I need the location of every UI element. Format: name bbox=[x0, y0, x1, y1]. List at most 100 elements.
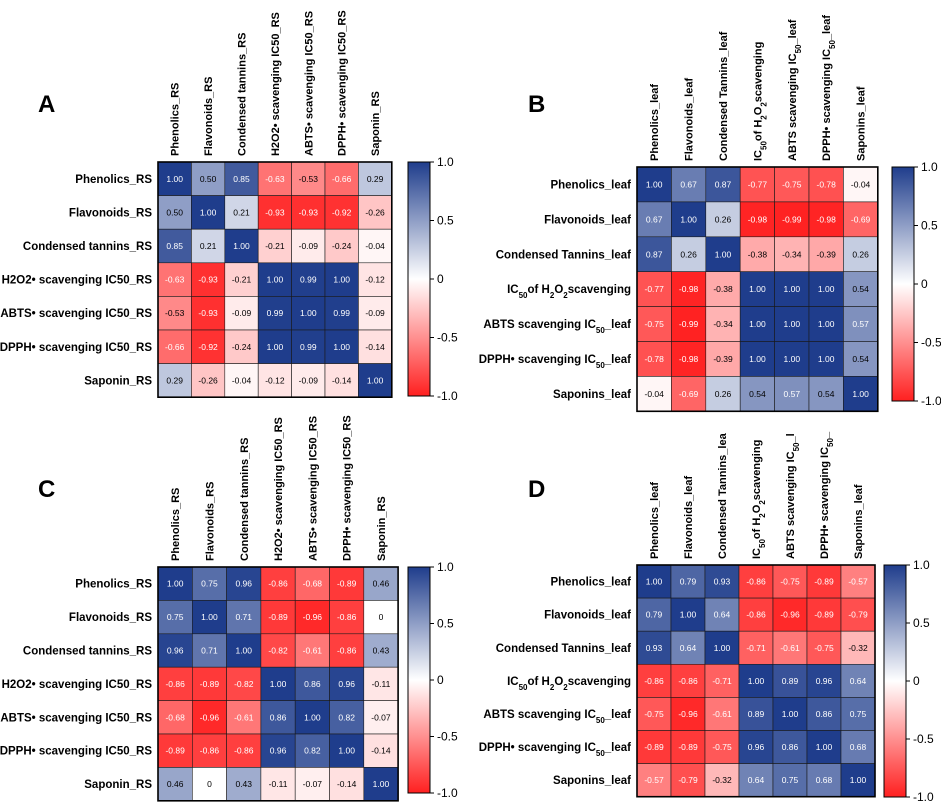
heatmap-cell bbox=[806, 564, 842, 599]
row-label: H2O2• scavenging IC50_RS bbox=[2, 679, 153, 691]
row-label: Phenolics_leaf bbox=[550, 179, 631, 191]
cell-value-label: 1.00 bbox=[818, 319, 835, 329]
heatmap-border bbox=[636, 564, 876, 798]
cell-value-label: 1.00 bbox=[373, 779, 390, 789]
cell-value-label: -0.04 bbox=[232, 375, 252, 385]
cell-value-label: -0.75 bbox=[644, 709, 664, 719]
cell-value-label: -0.14 bbox=[371, 746, 391, 756]
heatmap-cell bbox=[670, 763, 706, 797]
column-label: Flavonoids_RS bbox=[204, 482, 216, 561]
cell-value-label: 1.00 bbox=[784, 354, 801, 364]
cell-value-label: 0.26 bbox=[852, 249, 869, 259]
row-label: Flavonoids_leaf bbox=[544, 610, 631, 622]
cell-value-label: -0.63 bbox=[165, 275, 185, 285]
row-label: Condensed tannins_RS bbox=[23, 241, 152, 253]
cell-value-label: 0.86 bbox=[270, 712, 287, 722]
cell-value-label: 0.64 bbox=[680, 643, 697, 653]
heatmap-cell bbox=[363, 633, 399, 668]
column-label: Phenolics_leaf bbox=[649, 84, 661, 161]
heatmap-cell bbox=[157, 329, 192, 364]
heatmap-cell bbox=[772, 697, 808, 731]
cell-value-label: -0.77 bbox=[748, 179, 768, 189]
row-label: ABTS• scavenging IC50_RS bbox=[0, 712, 152, 724]
cell-value-label: 0.89 bbox=[782, 676, 799, 686]
cell-value-label: 0.29 bbox=[166, 375, 183, 385]
colorbar-tick-label: -1.0 bbox=[921, 394, 941, 408]
colorbar-tick-label: 0.5 bbox=[921, 219, 938, 233]
cell-value-label: -0.24 bbox=[332, 241, 352, 251]
column-label: Flavonoids_leaf bbox=[684, 78, 696, 161]
colorbar-tick-label: 0 bbox=[437, 673, 444, 687]
cell-value-label: 1.00 bbox=[749, 284, 766, 294]
heatmap-cell bbox=[772, 730, 808, 764]
colorbar-tick-label: 1.0 bbox=[437, 155, 454, 169]
cell-value-label: 1.00 bbox=[267, 275, 284, 285]
colorbar bbox=[407, 161, 431, 397]
heatmap-cell bbox=[358, 195, 393, 230]
cell-value-label: -0.96 bbox=[303, 612, 323, 622]
cell-value-label: -0.57 bbox=[644, 775, 664, 785]
colorbar-tick-label: 1.0 bbox=[437, 560, 454, 574]
heatmap-cell bbox=[157, 296, 192, 331]
panel-letter: D bbox=[528, 476, 545, 503]
heatmap-cell bbox=[192, 600, 227, 635]
cell-value-label: -0.04 bbox=[365, 241, 385, 251]
cell-value-label: -0.78 bbox=[645, 354, 665, 364]
cell-value-label: 1.00 bbox=[166, 174, 183, 184]
heatmap-cell bbox=[808, 166, 844, 203]
panel-letter: C bbox=[38, 476, 55, 503]
cell-value-label: -0.89 bbox=[165, 746, 185, 756]
heatmap-cell bbox=[840, 663, 876, 698]
cell-value-label: -0.93 bbox=[198, 308, 218, 318]
row-label: ABTS• scavenging IC50_RS bbox=[0, 308, 152, 320]
heatmap-border bbox=[157, 566, 399, 802]
cell-value-label: -0.38 bbox=[748, 249, 768, 259]
cell-value-label: 1.00 bbox=[850, 775, 867, 785]
heatmap-cell bbox=[224, 363, 259, 398]
cell-value-label: -0.75 bbox=[814, 643, 834, 653]
cell-value-label: 1.00 bbox=[784, 319, 801, 329]
heatmap-cell bbox=[705, 166, 741, 203]
cell-value-label: -0.96 bbox=[678, 709, 698, 719]
colorbar-tick-label: -0.5 bbox=[437, 730, 458, 744]
heatmap-cell bbox=[363, 733, 399, 768]
heatmap-cell bbox=[671, 341, 707, 377]
heatmap-cell bbox=[257, 363, 292, 398]
heatmap-cell bbox=[670, 663, 706, 698]
colorbar-tick-label: 0.5 bbox=[437, 214, 454, 228]
colorbar bbox=[891, 166, 915, 402]
heatmap-cell bbox=[808, 201, 844, 238]
cell-value-label: 1.00 bbox=[782, 709, 799, 719]
cell-value-label: 1.00 bbox=[749, 354, 766, 364]
heatmap-cell bbox=[226, 700, 262, 735]
cell-value-label: -0.32 bbox=[848, 643, 868, 653]
heatmap-cell bbox=[226, 600, 262, 635]
heatmap-cell bbox=[363, 566, 399, 601]
heatmap-cell bbox=[774, 376, 810, 412]
cell-value-label: 1.00 bbox=[646, 577, 663, 587]
row-label: Flavonoids_leaf bbox=[544, 214, 631, 226]
cell-value-label: 1.00 bbox=[680, 214, 697, 224]
cell-value-label: -0.11 bbox=[372, 679, 391, 689]
heatmap-cell bbox=[224, 296, 259, 331]
cell-value-label: 1.00 bbox=[367, 375, 384, 385]
heatmap-cell bbox=[636, 236, 672, 273]
cell-value-label: 0.75 bbox=[201, 579, 218, 589]
cell-value-label: -0.93 bbox=[265, 207, 285, 217]
cell-value-label: 0.43 bbox=[373, 646, 390, 656]
cell-value-label: -0.24 bbox=[232, 342, 252, 352]
column-label: Condensed Tannins_leaf bbox=[718, 31, 730, 161]
cell-value-label: -0.93 bbox=[198, 275, 218, 285]
cell-value-label: 0.75 bbox=[850, 709, 867, 719]
row-label: DPPH• scavenging IC50_RS bbox=[0, 746, 152, 758]
cell-value-label: -0.78 bbox=[817, 179, 837, 189]
cell-value-label: 0.93 bbox=[646, 643, 663, 653]
heatmap-cell bbox=[636, 166, 672, 203]
heatmap-cell bbox=[739, 271, 775, 307]
row-label: Saponin_RS bbox=[84, 779, 152, 791]
row-label: DPPH• scavenging IC50_RS bbox=[0, 342, 152, 354]
heatmap-cell bbox=[843, 236, 879, 273]
heatmap-cell bbox=[329, 733, 365, 768]
cell-value-label: -0.09 bbox=[365, 308, 385, 318]
heatmap-cell bbox=[192, 666, 227, 701]
